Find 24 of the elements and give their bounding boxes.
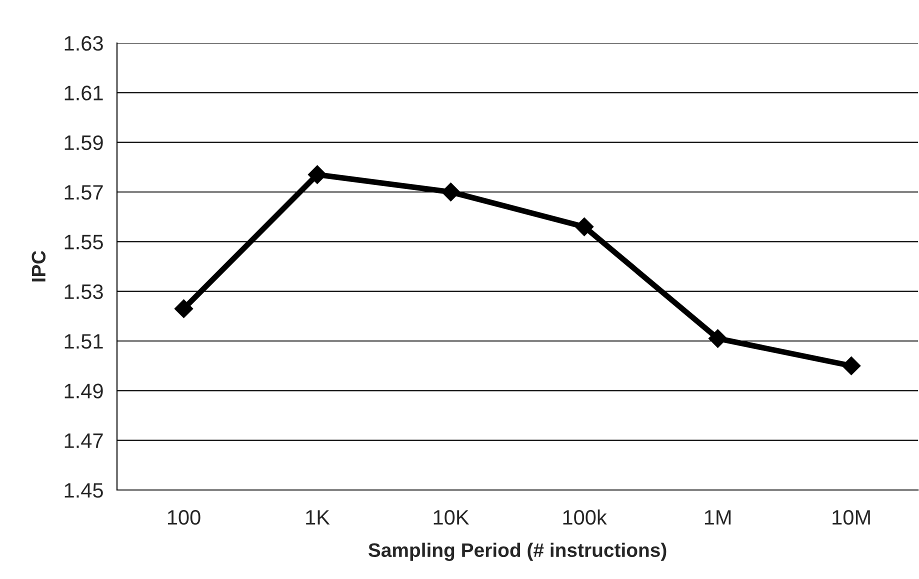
point: [574, 217, 594, 236]
x-tick-label: 10K: [434, 510, 470, 525]
x-tick-label: 1M: [704, 510, 731, 525]
y-tick-label: 1.49: [64, 384, 103, 398]
x-tick-label: 10M: [832, 510, 870, 525]
y-tick-label: 1.59: [64, 135, 103, 150]
y-tick-label: 1.63: [64, 36, 103, 51]
x-tick-label: 1K: [306, 510, 330, 525]
y-tick-label: 1.45: [64, 483, 103, 498]
y-tick-label: 1.47: [64, 434, 103, 448]
y-tick-label: 1.57: [64, 185, 103, 200]
point: [174, 299, 194, 318]
point: [308, 165, 327, 184]
x-tick-label: 100: [168, 510, 200, 525]
point: [708, 329, 728, 348]
x-axis-title: Sampling Period (# instructions): [368, 542, 666, 561]
x-tick-label: 100k: [563, 509, 607, 525]
point: [441, 182, 460, 202]
y-tick-label: 1.51: [64, 334, 103, 349]
y-tick-label: 1.55: [64, 234, 103, 250]
point: [842, 356, 861, 376]
y-axis-title: IPC: [32, 250, 46, 282]
y-tick-label: 1.61: [64, 86, 103, 100]
y-tick-label: 1.53: [64, 284, 103, 300]
